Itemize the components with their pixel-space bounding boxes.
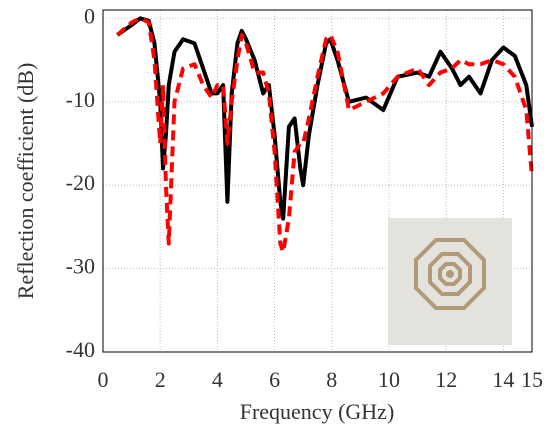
- plot-frame: [102, 9, 533, 353]
- series-line: [115, 16, 534, 254]
- x-tick-label: 14: [492, 367, 514, 392]
- x-tick-label: 12: [435, 367, 457, 392]
- y-tick-label: -30: [66, 254, 95, 279]
- inset-photo: [388, 218, 512, 345]
- y-tick-label: 0: [84, 3, 95, 28]
- inset-bg: [388, 218, 512, 345]
- x-tick-label: 6: [269, 367, 280, 392]
- y-tick-label: -20: [66, 170, 95, 195]
- x-axis-label: Frequency (GHz): [240, 399, 395, 424]
- inset-spiral: [414, 238, 486, 310]
- y-axis-label: Reflection coefficient (dB): [13, 63, 38, 300]
- lines: [115, 16, 534, 254]
- x-tick-label: 2: [155, 367, 166, 392]
- series-line: [116, 16, 534, 221]
- x-tick-label: 8: [326, 367, 337, 392]
- x-tick-label: 10: [378, 367, 400, 392]
- y-tick-label: -40: [66, 337, 95, 362]
- x-tick-label: 15: [521, 367, 543, 392]
- x-tick-label: 0: [98, 367, 109, 392]
- x-tick-label: 4: [212, 367, 223, 392]
- y-tick-label: -10: [66, 87, 95, 112]
